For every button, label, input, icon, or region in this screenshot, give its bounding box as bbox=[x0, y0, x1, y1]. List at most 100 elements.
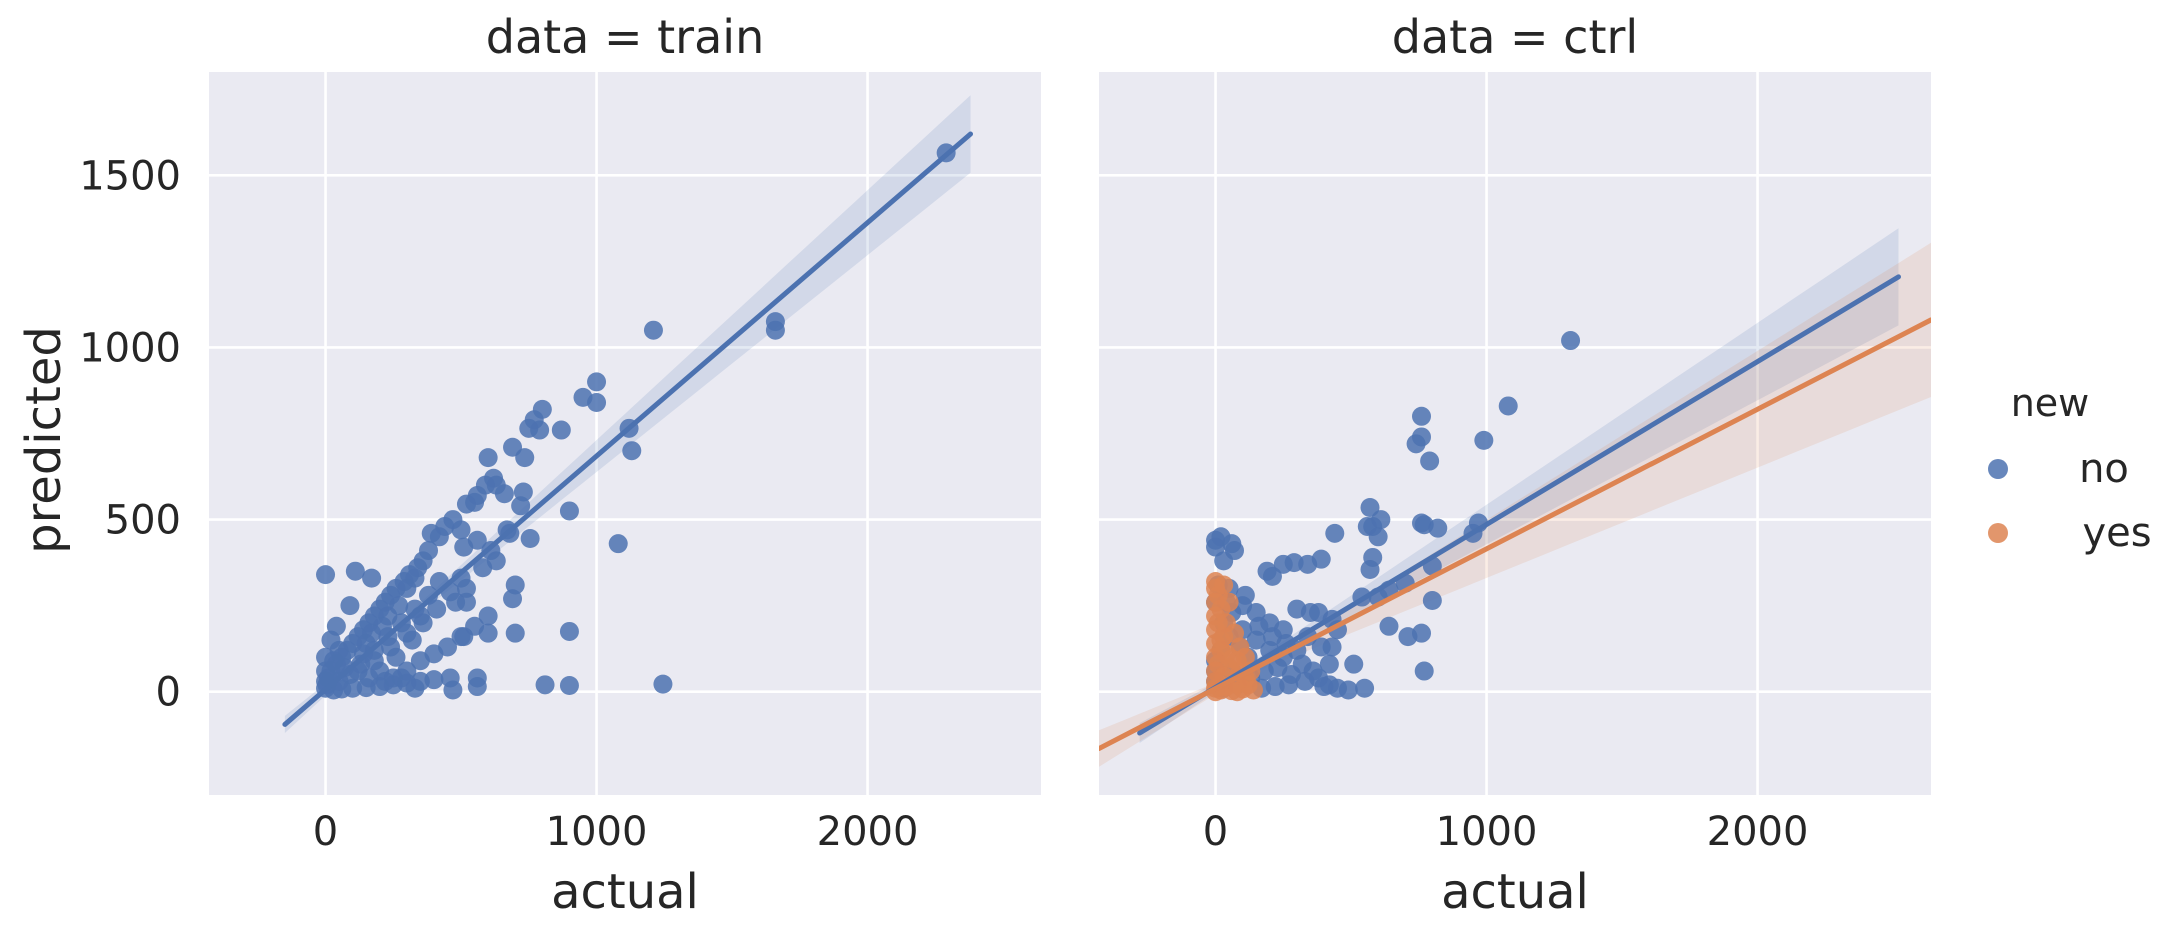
data-point-no bbox=[1355, 678, 1375, 698]
data-point-yes bbox=[1219, 592, 1239, 612]
data-point-no bbox=[486, 551, 506, 571]
data-point-no bbox=[324, 651, 344, 671]
data-point-no bbox=[535, 675, 555, 695]
data-point-no bbox=[511, 496, 531, 516]
data-point-no bbox=[1344, 654, 1364, 674]
data-point-no bbox=[381, 637, 401, 657]
legend-label-no: no bbox=[2079, 446, 2129, 492]
data-point-no bbox=[405, 678, 425, 698]
data-point-no bbox=[375, 671, 395, 691]
data-point-no bbox=[1406, 434, 1426, 454]
data-point-no bbox=[359, 668, 379, 688]
y-tick-label: 0 bbox=[156, 670, 181, 716]
y-tick-label: 1500 bbox=[79, 153, 181, 199]
regression-line-no bbox=[1137, 274, 1901, 736]
data-point-no bbox=[1319, 654, 1339, 674]
data-point-no bbox=[362, 568, 382, 588]
data-point-no bbox=[1420, 451, 1440, 471]
data-point-no bbox=[1371, 510, 1391, 530]
regression-line-no bbox=[282, 131, 974, 727]
data-point-no bbox=[1319, 675, 1339, 695]
x-ticks-train: 0 1000 2000 bbox=[313, 809, 919, 855]
panel-title-train: data = train bbox=[486, 10, 764, 64]
data-point-no bbox=[478, 623, 498, 643]
data-point-no bbox=[573, 387, 593, 407]
data-point-no bbox=[559, 676, 579, 696]
legend-title: new bbox=[2011, 381, 2090, 425]
panel-ctrl: 0 1000 2000 data = ctrl actual bbox=[1099, 10, 1931, 920]
panel-title-ctrl: data = ctrl bbox=[1392, 10, 1638, 64]
data-point-no bbox=[653, 674, 673, 694]
panel-train: 0 500 1000 1500 0 1000 2000 data = train actu… bbox=[79, 10, 1041, 920]
data-point-no bbox=[1498, 396, 1518, 416]
data-point-no bbox=[1368, 527, 1388, 547]
data-point-no bbox=[520, 529, 540, 549]
data-point-no bbox=[419, 585, 439, 605]
data-point-no bbox=[451, 568, 471, 588]
data-point-no bbox=[643, 320, 663, 340]
data-point-no bbox=[765, 320, 785, 340]
legend-marker-no bbox=[1988, 459, 2008, 479]
data-point-yes bbox=[1214, 575, 1234, 595]
x-axis-label-ctrl: actual bbox=[1441, 864, 1589, 920]
data-point-no bbox=[1422, 590, 1442, 610]
data-point-no bbox=[427, 599, 447, 619]
x-tick-label: 1000 bbox=[546, 809, 648, 855]
data-point-no bbox=[515, 448, 535, 468]
data-point-no bbox=[1414, 661, 1434, 681]
x-tick-label: 1000 bbox=[1436, 809, 1538, 855]
data-point-no bbox=[1412, 623, 1432, 643]
data-point-no bbox=[505, 623, 525, 643]
data-point-no bbox=[559, 501, 579, 521]
data-point-no bbox=[443, 680, 463, 700]
data-point-no bbox=[1360, 498, 1380, 518]
data-point-no bbox=[587, 372, 607, 392]
x-tick-label: 2000 bbox=[1707, 809, 1809, 855]
data-point-no bbox=[503, 589, 523, 609]
legend-label-yes: yes bbox=[2082, 510, 2151, 556]
data-point-no bbox=[421, 523, 441, 543]
data-point-no bbox=[494, 484, 514, 504]
data-point-no bbox=[1414, 515, 1434, 535]
data-point-no bbox=[437, 637, 457, 657]
data-point-no bbox=[1303, 661, 1323, 681]
data-point-no bbox=[454, 537, 474, 557]
data-point-no bbox=[389, 596, 409, 616]
x-tick-label: 0 bbox=[313, 809, 338, 855]
data-point-no bbox=[340, 596, 360, 616]
data-point-no bbox=[316, 565, 336, 585]
data-point-no bbox=[478, 606, 498, 626]
data-point-no bbox=[1412, 406, 1432, 426]
y-axis-label: predicted bbox=[16, 326, 72, 554]
regression-lines-train bbox=[282, 131, 974, 727]
regression-lines-ctrl bbox=[1099, 274, 1931, 752]
data-point-no bbox=[1474, 430, 1494, 450]
data-point-no bbox=[1273, 554, 1293, 574]
data-point-no bbox=[397, 623, 417, 643]
regression-line-yes bbox=[1099, 317, 1931, 752]
data-point-yes bbox=[1243, 680, 1263, 700]
data-point-no bbox=[1325, 523, 1345, 543]
data-point-yes bbox=[1211, 630, 1231, 650]
data-point-no bbox=[608, 534, 628, 554]
legend-marker-yes bbox=[1988, 523, 2008, 543]
x-axis-label-train: actual bbox=[551, 864, 699, 920]
x-tick-label: 2000 bbox=[817, 809, 919, 855]
data-point-no bbox=[1249, 616, 1269, 636]
data-point-no bbox=[478, 448, 498, 468]
y-tick-label: 1000 bbox=[79, 325, 181, 371]
data-point-no bbox=[456, 592, 476, 612]
data-point-no bbox=[1379, 616, 1399, 636]
data-point-no bbox=[456, 494, 476, 514]
data-point-no bbox=[1214, 551, 1234, 571]
data-point-no bbox=[467, 677, 487, 697]
data-point-no bbox=[391, 668, 411, 688]
data-point-yes bbox=[1227, 682, 1247, 702]
data-point-no bbox=[1360, 559, 1380, 579]
data-point-no bbox=[551, 420, 571, 440]
data-point-no bbox=[454, 627, 474, 647]
x-ticks-ctrl: 0 1000 2000 bbox=[1203, 809, 1809, 855]
data-point-no bbox=[1298, 554, 1318, 574]
data-point-no bbox=[1235, 585, 1255, 605]
